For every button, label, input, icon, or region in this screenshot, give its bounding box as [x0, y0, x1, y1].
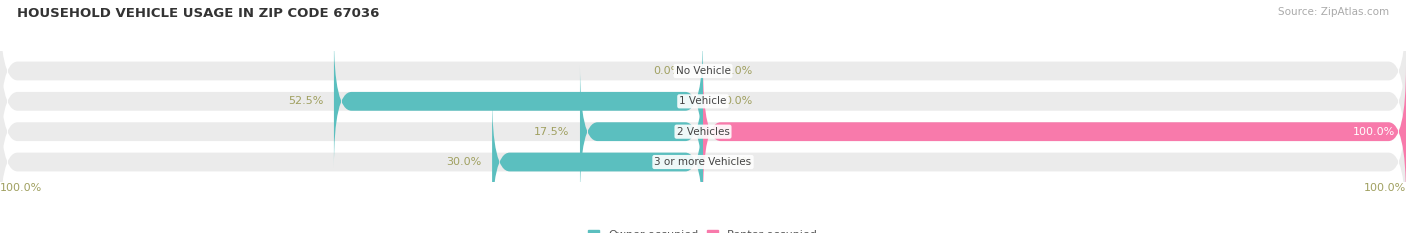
FancyBboxPatch shape	[335, 35, 703, 168]
Text: 0.0%: 0.0%	[724, 66, 752, 76]
Text: 3 or more Vehicles: 3 or more Vehicles	[654, 157, 752, 167]
FancyBboxPatch shape	[492, 96, 703, 229]
Text: 100.0%: 100.0%	[0, 183, 42, 193]
Text: 52.5%: 52.5%	[288, 96, 323, 106]
Legend: Owner-occupied, Renter-occupied: Owner-occupied, Renter-occupied	[583, 225, 823, 233]
Text: 0.0%: 0.0%	[654, 66, 682, 76]
Text: 17.5%: 17.5%	[534, 127, 569, 137]
FancyBboxPatch shape	[0, 4, 1406, 137]
Text: 0.0%: 0.0%	[724, 96, 752, 106]
FancyBboxPatch shape	[0, 35, 1406, 168]
Text: 100.0%: 100.0%	[1353, 127, 1395, 137]
Text: 2 Vehicles: 2 Vehicles	[676, 127, 730, 137]
FancyBboxPatch shape	[581, 65, 703, 198]
Text: 30.0%: 30.0%	[446, 157, 481, 167]
Text: Source: ZipAtlas.com: Source: ZipAtlas.com	[1278, 7, 1389, 17]
Text: 1 Vehicle: 1 Vehicle	[679, 96, 727, 106]
FancyBboxPatch shape	[703, 65, 1406, 198]
Text: 100.0%: 100.0%	[1364, 183, 1406, 193]
FancyBboxPatch shape	[0, 65, 1406, 198]
Text: HOUSEHOLD VEHICLE USAGE IN ZIP CODE 67036: HOUSEHOLD VEHICLE USAGE IN ZIP CODE 6703…	[17, 7, 380, 20]
FancyBboxPatch shape	[0, 96, 1406, 229]
Text: 0.0%: 0.0%	[724, 157, 752, 167]
Text: No Vehicle: No Vehicle	[675, 66, 731, 76]
